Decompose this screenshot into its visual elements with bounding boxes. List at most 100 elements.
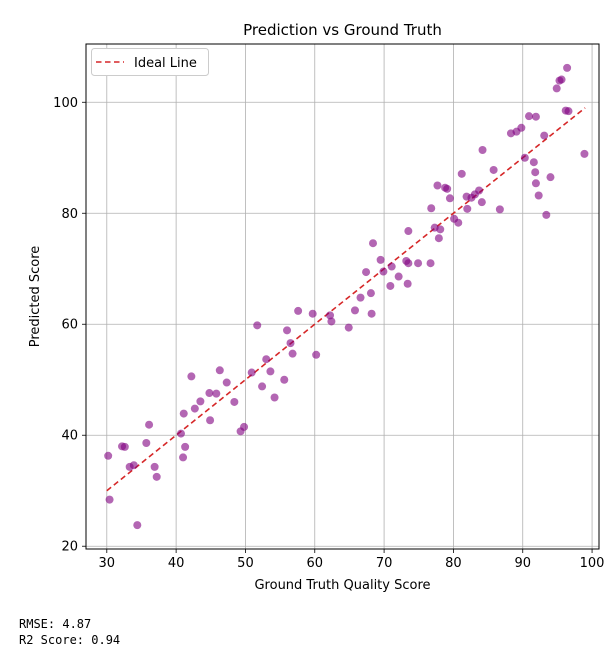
data-point xyxy=(443,184,452,193)
data-point xyxy=(230,397,239,406)
r2-score-text: R2 Score: 0.94 xyxy=(19,633,121,647)
data-point xyxy=(379,267,388,276)
data-point xyxy=(542,210,551,219)
data-point xyxy=(366,289,375,298)
data-point xyxy=(266,367,275,376)
data-point xyxy=(356,293,365,302)
data-point xyxy=(531,112,540,121)
data-point xyxy=(240,422,249,431)
data-point xyxy=(531,168,540,177)
data-point xyxy=(529,158,538,167)
data-point xyxy=(286,339,295,348)
data-points xyxy=(104,63,589,530)
data-point xyxy=(463,204,472,213)
data-point xyxy=(534,191,543,200)
data-point xyxy=(152,472,161,481)
data-point xyxy=(580,149,589,158)
data-point xyxy=(367,309,376,318)
data-point xyxy=(362,268,371,277)
data-point xyxy=(563,63,572,72)
y-axis-label: Predicted Score xyxy=(28,246,43,348)
data-point xyxy=(105,495,114,504)
data-point xyxy=(517,123,526,132)
data-point xyxy=(404,227,413,236)
data-point xyxy=(308,309,317,318)
x-tick-label: 50 xyxy=(237,556,254,571)
data-point xyxy=(489,165,498,174)
data-point xyxy=(436,225,445,234)
data-point xyxy=(376,255,385,264)
ideal-line-layer xyxy=(106,107,586,492)
data-point xyxy=(540,131,549,140)
data-point xyxy=(181,442,190,451)
data-point xyxy=(258,382,267,391)
data-point xyxy=(414,259,423,268)
data-point xyxy=(247,368,256,377)
data-point xyxy=(120,442,129,451)
plot-frame xyxy=(85,43,600,550)
data-point xyxy=(179,453,188,462)
data-point xyxy=(531,179,540,188)
data-point xyxy=(557,75,566,84)
data-point xyxy=(477,198,486,207)
legend: Ideal Line xyxy=(91,48,209,76)
data-point xyxy=(387,262,396,271)
data-point xyxy=(445,194,454,203)
data-point xyxy=(546,173,555,182)
data-point xyxy=(196,397,205,406)
y-tick-label: 80 xyxy=(61,207,78,222)
data-point xyxy=(475,186,484,195)
data-point xyxy=(142,439,151,448)
data-point xyxy=(427,204,436,213)
data-point xyxy=(129,461,138,470)
x-tick-label: 80 xyxy=(445,556,462,571)
data-point xyxy=(386,281,395,290)
data-point xyxy=(327,317,336,326)
legend-box xyxy=(91,48,209,76)
x-tick-label: 90 xyxy=(514,556,531,571)
data-point xyxy=(433,181,442,190)
data-point xyxy=(104,451,113,460)
data-point xyxy=(478,145,487,154)
x-tick-label: 60 xyxy=(306,556,323,571)
data-point xyxy=(187,372,196,381)
chart-title: Prediction vs Ground Truth xyxy=(243,21,442,39)
scatter-chart: 30 40 50 60 70 80 90 100 20 40 60 80 100 Prediction … xyxy=(28,21,604,593)
data-point xyxy=(270,393,279,402)
data-point xyxy=(524,112,533,121)
data-point xyxy=(326,311,335,320)
data-point xyxy=(262,355,271,364)
data-point xyxy=(350,306,359,315)
data-point xyxy=(552,84,561,93)
data-point xyxy=(145,420,154,429)
data-point xyxy=(205,389,214,398)
data-point xyxy=(454,218,463,227)
data-point xyxy=(179,409,188,418)
data-point xyxy=(564,107,573,116)
y-tick-label: 20 xyxy=(61,540,78,555)
data-point xyxy=(280,375,289,384)
data-point xyxy=(294,306,303,315)
x-tick-label: 40 xyxy=(168,556,185,571)
data-point xyxy=(369,239,378,248)
data-point xyxy=(283,326,292,335)
ideal-line xyxy=(106,107,586,492)
legend-ideal-line-label: Ideal Line xyxy=(134,56,197,71)
x-axis-label: Ground Truth Quality Score xyxy=(254,578,430,593)
data-point xyxy=(176,429,185,438)
data-point xyxy=(212,389,221,398)
y-tick-label: 60 xyxy=(61,318,78,333)
x-tick-label: 30 xyxy=(99,556,116,571)
data-point xyxy=(434,234,443,243)
data-point xyxy=(222,378,231,387)
data-point xyxy=(404,259,413,268)
data-point xyxy=(520,153,529,162)
data-point xyxy=(133,521,142,530)
data-point xyxy=(190,404,199,413)
data-point xyxy=(344,323,353,332)
axis-ticks: 30 40 50 60 70 80 90 100 20 40 60 80 100 xyxy=(53,96,604,571)
x-tick-label: 70 xyxy=(376,556,393,571)
data-point xyxy=(394,272,403,281)
x-tick-label: 100 xyxy=(580,556,605,571)
data-point xyxy=(495,205,504,214)
